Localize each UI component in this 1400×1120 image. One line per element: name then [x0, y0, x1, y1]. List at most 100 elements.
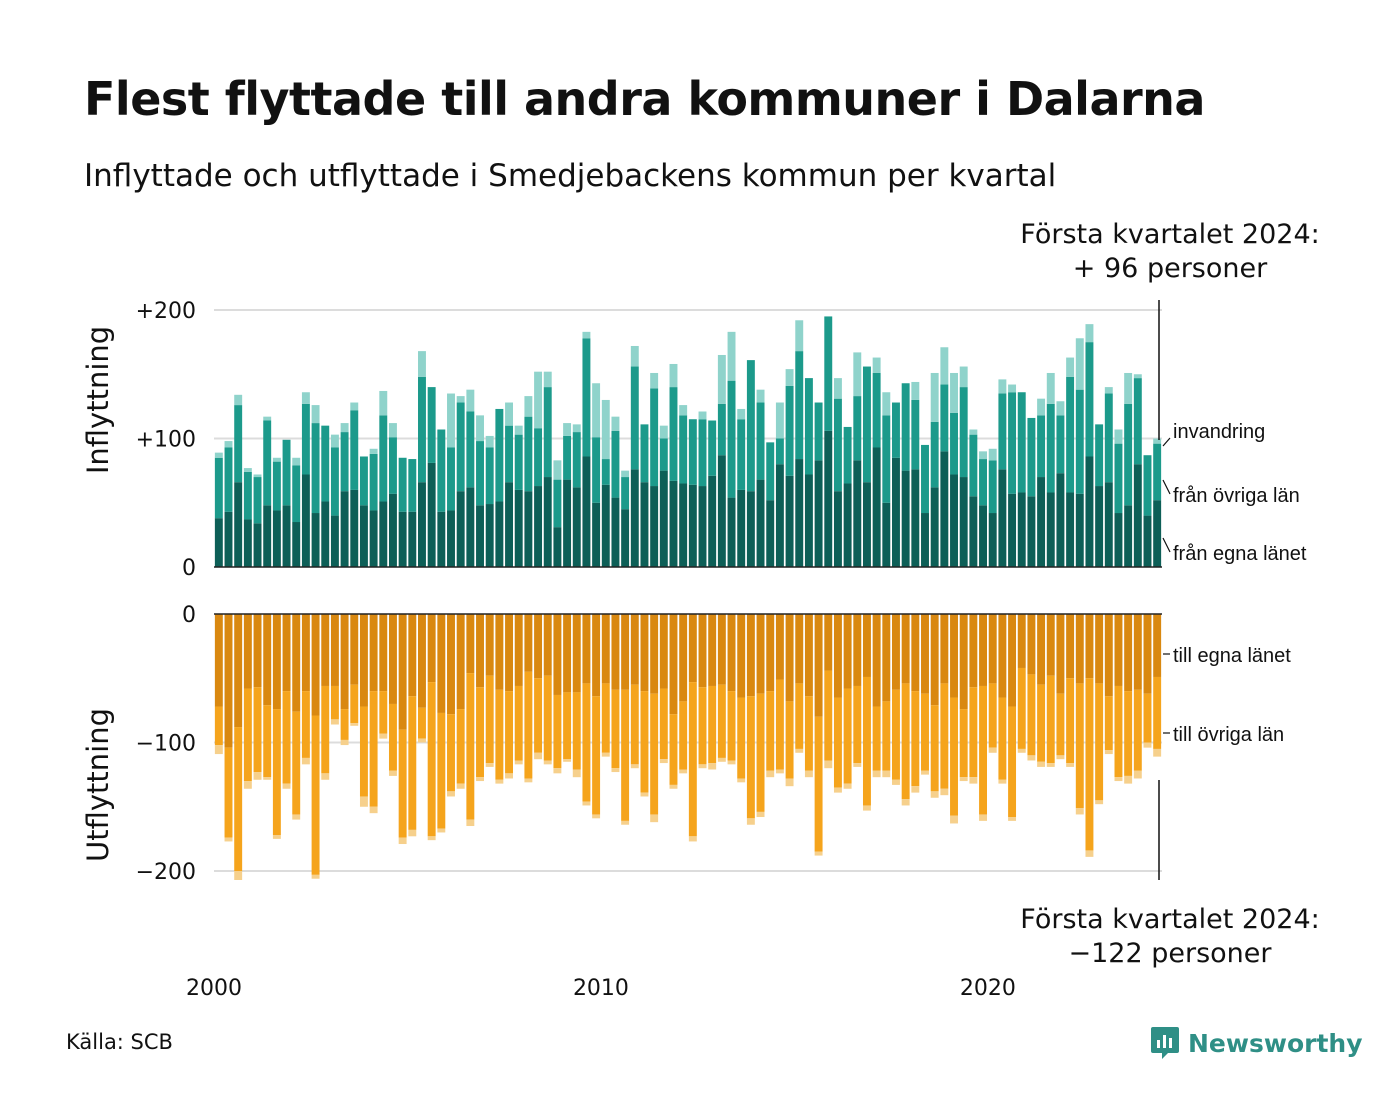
bar-från-egna-länet — [379, 501, 388, 567]
bar-utvandring — [1056, 755, 1065, 760]
bar-utvandring — [369, 806, 378, 814]
bar-invandring — [969, 429, 978, 435]
bar-till-egna-länet — [388, 614, 397, 704]
bar-till-egna-länet — [1075, 614, 1084, 684]
bar-till-övriga-län — [669, 714, 678, 785]
bar-till-övriga-län — [1008, 706, 1017, 818]
bar-invandring — [253, 474, 262, 478]
bar-till-övriga-län — [485, 675, 494, 764]
bar-till-övriga-län — [1153, 676, 1162, 749]
bar-invandring — [630, 345, 639, 367]
bar-från-övriga-län — [524, 416, 533, 492]
bar-från-övriga-län — [785, 385, 794, 476]
bar-från-övriga-län — [1143, 455, 1152, 516]
bar-till-egna-länet — [659, 614, 668, 689]
bar-invandring — [214, 452, 223, 458]
bar-invandring — [1124, 372, 1133, 404]
bar-invandring — [756, 389, 765, 403]
bar-till-övriga-län — [959, 709, 968, 778]
bar-från-övriga-län — [418, 376, 426, 483]
bar-invandring — [388, 423, 397, 438]
bar-utvandring — [572, 769, 581, 778]
bar-till-övriga-län — [582, 683, 591, 802]
bar-till-egna-länet — [1143, 614, 1152, 694]
bar-utvandring — [988, 747, 997, 753]
bar-från-egna-länet — [698, 486, 707, 567]
legend-label: till egna länet — [1173, 645, 1291, 667]
bar-till-egna-länet — [621, 614, 630, 690]
bar-från-övriga-län — [621, 477, 630, 510]
bar-från-övriga-län — [563, 435, 572, 480]
bar-utvandring — [495, 779, 504, 784]
bar-från-övriga-län — [824, 316, 833, 431]
bar-till-egna-länet — [437, 614, 446, 713]
bar-till-egna-länet — [282, 614, 291, 692]
bar-till-egna-länet — [601, 614, 610, 684]
bar-från-övriga-län — [679, 415, 688, 484]
bar-utvandring — [476, 777, 484, 782]
bar-utvandring — [669, 784, 678, 789]
bar-till-egna-länet — [447, 614, 455, 715]
bar-utvandring — [272, 835, 281, 839]
bar-till-egna-länet — [804, 614, 813, 697]
bar-från-övriga-län — [659, 438, 668, 471]
bar-från-övriga-län — [456, 402, 465, 492]
bar-till-egna-länet — [930, 614, 939, 706]
newsworthy-logo-icon — [1151, 1027, 1179, 1059]
bar-utvandring — [659, 759, 668, 764]
bar-från-egna-länet — [717, 455, 726, 567]
bar-utvandring — [456, 783, 465, 789]
bar-från-egna-länet — [1104, 482, 1113, 567]
bar-utvandring — [311, 874, 320, 879]
legend-label: från egna länet — [1173, 543, 1307, 565]
bar-invandring — [563, 423, 572, 436]
bar-från-egna-länet — [785, 475, 794, 567]
bar-till-egna-länet — [224, 614, 233, 748]
bar-från-övriga-län — [988, 460, 997, 514]
bar-utvandring — [756, 811, 765, 818]
bar-till-egna-länet — [988, 614, 997, 684]
bar-till-egna-länet — [466, 614, 475, 674]
bar-invandring — [959, 366, 968, 388]
bar-till-övriga-län — [214, 706, 223, 746]
bar-från-övriga-län — [447, 447, 455, 511]
bar-från-övriga-län — [804, 378, 813, 475]
legend-label: invandring — [1173, 421, 1265, 443]
bar-till-övriga-län — [350, 684, 359, 724]
bar-från-egna-länet — [746, 491, 755, 567]
bar-från-övriga-län — [911, 399, 920, 470]
bar-till-egna-länet — [746, 614, 755, 697]
callout-inflow: Första kvartalet 2024: + 96 personer — [960, 218, 1380, 286]
bar-från-egna-länet — [756, 479, 765, 567]
bar-utvandring — [1124, 775, 1133, 784]
bar-från-övriga-län — [534, 428, 543, 487]
bar-till-egna-länet — [969, 614, 978, 688]
bar-invandring — [234, 394, 243, 406]
bar-invandring — [669, 363, 678, 388]
bar-till-övriga-län — [901, 683, 910, 800]
bar-till-övriga-län — [224, 747, 233, 838]
bar-från-egna-länet — [524, 491, 533, 567]
bar-utvandring — [814, 851, 823, 856]
bar-från-övriga-län — [292, 465, 301, 523]
bar-från-övriga-län — [950, 412, 958, 475]
bar-utvandring — [330, 719, 339, 725]
bar-till-övriga-län — [514, 685, 523, 761]
bar-från-egna-länet — [998, 469, 1007, 567]
bar-från-övriga-län — [1075, 389, 1084, 494]
bar-invandring — [330, 434, 339, 448]
bar-från-övriga-län — [611, 430, 620, 498]
bar-invandring — [311, 405, 320, 424]
bar-utvandring — [418, 738, 426, 743]
bar-utvandring — [398, 837, 407, 845]
bar-utvandring — [1027, 755, 1036, 761]
bar-från-egna-länet — [959, 477, 968, 567]
bar-från-övriga-län — [843, 426, 852, 484]
bar-till-övriga-län — [495, 689, 504, 780]
bar-utvandring — [1114, 777, 1123, 782]
bar-utvandring — [543, 760, 552, 765]
bar-från-egna-länet — [350, 489, 359, 567]
bar-utvandring — [292, 814, 301, 820]
bar-till-övriga-län — [785, 701, 794, 779]
bar-från-egna-länet — [543, 477, 552, 567]
